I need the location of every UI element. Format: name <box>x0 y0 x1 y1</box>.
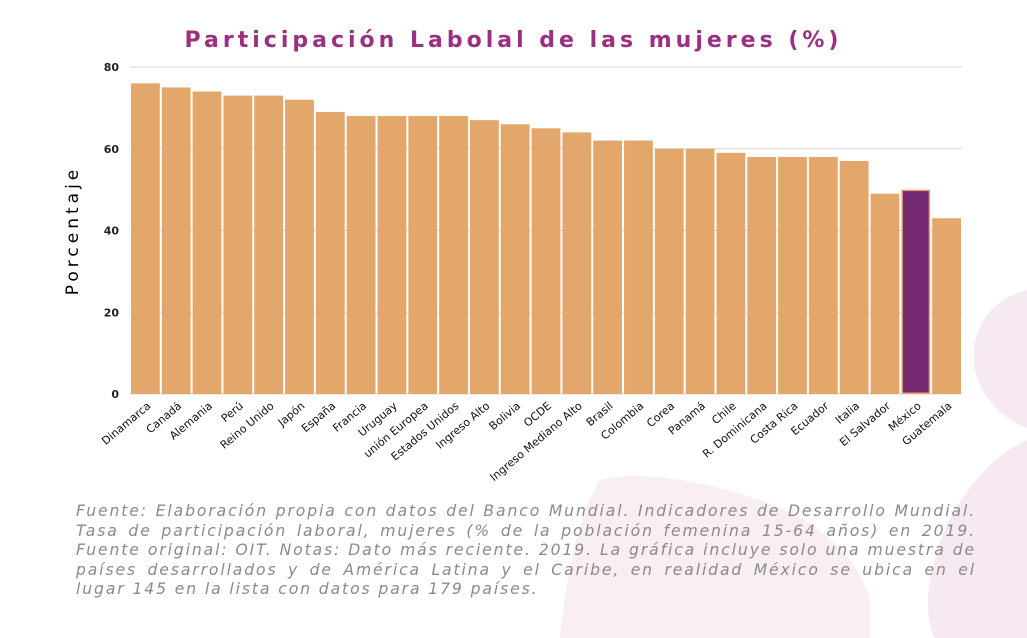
bar-Bolivia <box>500 124 530 394</box>
bar-Corea <box>654 148 684 394</box>
x-tick-label: Bolivia <box>487 399 523 433</box>
bar-Ecuador <box>808 156 838 394</box>
y-axis-label: Porcentaje <box>63 166 83 296</box>
x-tick-label: Ingreso Alto <box>434 399 493 451</box>
bar-El Salvador <box>870 193 900 394</box>
bar-Guatemala <box>932 218 961 394</box>
bar-España <box>315 111 345 395</box>
x-tick-label: España <box>299 399 338 435</box>
bar-Costa Rica <box>778 156 807 394</box>
bar-Dinamarca <box>131 83 160 394</box>
bar-Canadá <box>161 87 191 394</box>
y-tick-label: 60 <box>104 143 120 156</box>
bar-Italia <box>839 161 869 394</box>
bar-unión Europea <box>408 116 438 395</box>
bar-chart: 020406080PorcentajeDinamarcaCanadáAleman… <box>63 61 962 484</box>
bar-Colombia <box>624 140 653 394</box>
bar-OCDE <box>531 128 561 394</box>
y-tick-label: 20 <box>104 306 120 319</box>
x-tick-label: Dinamarca <box>99 399 153 447</box>
bar-R. Dominicana <box>747 156 777 394</box>
bar-Brasil <box>593 140 623 394</box>
source-note: Fuente: Elaboración propia con datos del… <box>76 502 976 598</box>
bar-Francia <box>346 116 376 395</box>
bar-Ingreso Alto <box>469 120 499 394</box>
bar-Perú <box>223 95 253 395</box>
bar-Estados Unidos <box>439 116 468 395</box>
y-tick-label: 0 <box>111 388 119 401</box>
bar-Uruguay <box>377 116 407 395</box>
bar-Chile <box>716 152 746 394</box>
bar-Panamá <box>685 148 715 394</box>
x-tick-label: Reino Unido <box>218 399 277 452</box>
y-tick-label: 40 <box>104 225 120 238</box>
bar-México <box>902 191 929 393</box>
y-tick-label: 80 <box>104 61 120 74</box>
bar-Ingreso Mediano Alto <box>562 132 592 394</box>
bar-Japón <box>285 99 314 394</box>
bar-Reino Unido <box>254 95 284 395</box>
bar-Alemania <box>192 91 222 395</box>
chart-title: Participación Labolal de las mujeres (%) <box>184 28 843 53</box>
